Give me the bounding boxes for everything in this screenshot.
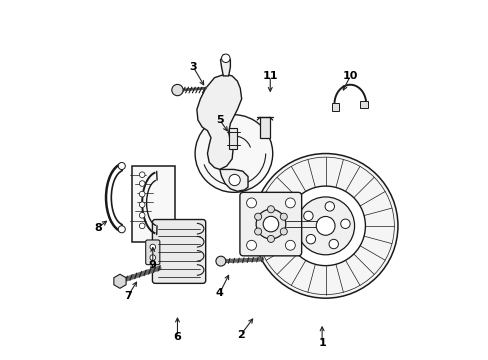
Circle shape [325,202,334,211]
Circle shape [303,211,312,221]
Circle shape [118,162,125,170]
Circle shape [150,255,155,260]
Circle shape [246,240,256,250]
Text: 3: 3 [189,62,197,72]
Bar [228,128,237,149]
FancyBboxPatch shape [145,240,160,265]
Text: 10: 10 [342,71,357,81]
Circle shape [285,186,365,266]
Bar [331,103,339,111]
Circle shape [305,234,315,244]
Text: 8: 8 [94,222,102,233]
Polygon shape [197,74,241,170]
Circle shape [246,198,256,208]
Circle shape [285,240,295,250]
Circle shape [228,174,240,186]
FancyBboxPatch shape [240,192,301,256]
Circle shape [340,219,349,229]
Circle shape [267,206,274,213]
Circle shape [221,54,229,63]
Circle shape [328,239,338,249]
Text: 7: 7 [124,291,132,301]
Text: 11: 11 [262,71,278,81]
Circle shape [139,191,145,197]
Circle shape [253,154,397,298]
Bar [260,117,269,138]
Circle shape [139,202,145,207]
Circle shape [254,228,261,235]
Text: 5: 5 [216,115,223,125]
Circle shape [139,212,145,218]
Circle shape [150,244,155,250]
Circle shape [216,256,225,266]
Text: 9: 9 [148,260,156,270]
Circle shape [139,223,145,229]
Circle shape [195,115,272,192]
Circle shape [254,213,261,220]
Text: 1: 1 [318,338,325,348]
Polygon shape [219,170,247,191]
Circle shape [139,181,145,186]
Text: 6: 6 [173,332,181,342]
Circle shape [296,197,354,255]
Circle shape [267,235,274,242]
Circle shape [285,198,295,208]
Polygon shape [220,55,230,76]
Circle shape [118,226,125,233]
Bar [359,101,367,108]
Circle shape [280,228,287,235]
Circle shape [263,216,278,232]
Circle shape [316,216,334,235]
Circle shape [280,213,287,220]
Bar [132,166,174,242]
Circle shape [139,172,145,177]
Circle shape [256,209,285,239]
Text: 4: 4 [215,288,224,298]
Circle shape [171,84,183,96]
Text: 2: 2 [237,329,244,339]
FancyBboxPatch shape [152,220,205,283]
